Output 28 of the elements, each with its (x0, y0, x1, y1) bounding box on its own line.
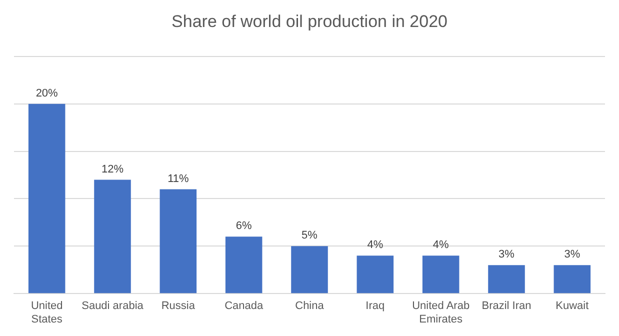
data-label: 3% (564, 248, 580, 261)
bar (94, 180, 131, 294)
data-label: 20% (36, 87, 58, 100)
data-label: 11% (168, 172, 189, 185)
x-tick-label: United Arab Emirates (412, 300, 470, 326)
bar (422, 256, 460, 294)
x-tick-label: China (295, 300, 325, 312)
x-tick-label: Kuwait (556, 300, 589, 312)
x-tick-label: Iraq (366, 300, 385, 312)
bar (554, 265, 591, 294)
x-tick-label: Canada (224, 300, 264, 312)
bar (160, 189, 197, 294)
x-tick-label: Russia (161, 300, 196, 312)
data-label: 4% (367, 239, 384, 252)
x-tick-label: Saudi arabia (82, 300, 144, 312)
bar (488, 265, 525, 294)
bar (356, 256, 394, 294)
bar (28, 104, 66, 294)
data-label: 6% (236, 220, 252, 232)
chart-title: Share of world oil production in 2020 (172, 12, 448, 31)
data-label: 3% (498, 248, 515, 261)
bar (225, 236, 262, 294)
bar (291, 246, 328, 294)
x-tick-label: Brazil Iran (482, 300, 532, 312)
data-label: 5% (302, 230, 318, 242)
data-label: 12% (101, 163, 124, 176)
data-label: 4% (432, 239, 449, 252)
x-tick-label: United States (30, 300, 63, 326)
